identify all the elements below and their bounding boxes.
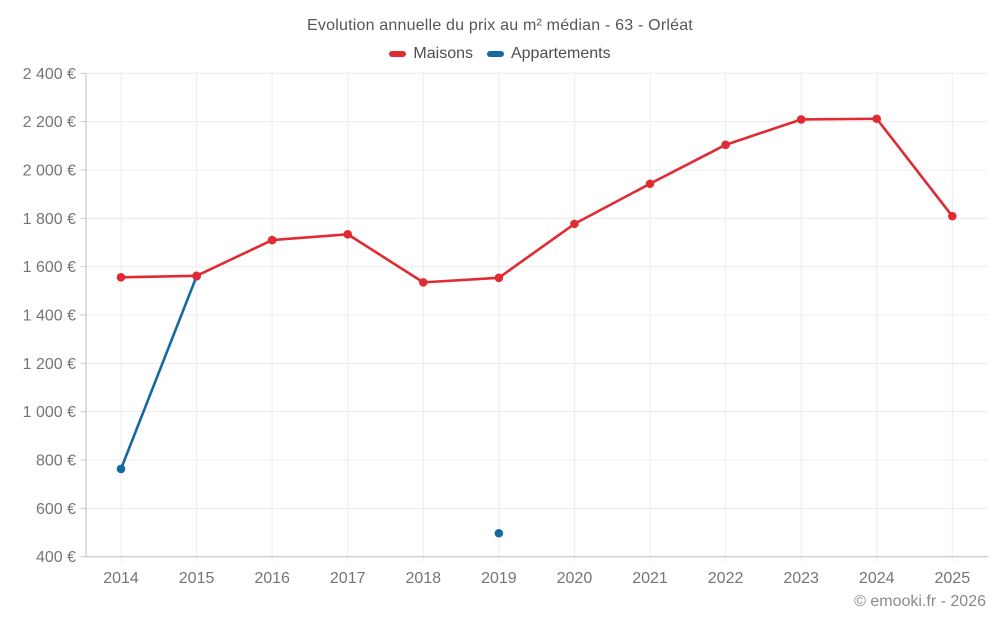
data-point-maisons-2021 xyxy=(645,179,655,189)
data-point-appartements-2019 xyxy=(494,528,504,538)
data-point-appartements-2014 xyxy=(116,464,126,474)
x-axis-label: 2024 xyxy=(859,570,895,587)
footer-credit: © emooki.fr - 2026 xyxy=(854,593,986,610)
data-point-maisons-2020 xyxy=(570,219,579,229)
x-axis-label: 2016 xyxy=(254,570,290,587)
x-axis-label: 2023 xyxy=(783,570,819,587)
y-axis-label: 1 000 € xyxy=(23,404,76,421)
appartements-series-swatch-icon xyxy=(486,51,504,57)
chart-title: Evolution annuelle du prix au m² médian … xyxy=(307,17,693,34)
x-axis-label: 2017 xyxy=(330,570,366,587)
legend-label-appartements: Appartements xyxy=(510,45,611,62)
series-line-appartements xyxy=(119,275,198,471)
y-axis-label: 2 200 € xyxy=(23,114,76,131)
x-axis-label: 2015 xyxy=(179,570,215,587)
data-point-maisons-2014 xyxy=(116,272,126,282)
x-axis-label: 2021 xyxy=(632,570,668,587)
legend: Maisons Appartements xyxy=(0,45,1000,63)
y-axis-label: 2 000 € xyxy=(23,162,76,179)
x-axis-label: 2014 xyxy=(103,570,139,587)
data-point-maisons-2022 xyxy=(721,140,730,150)
data-point-maisons-2019 xyxy=(494,273,504,283)
y-axis-label: 1 200 € xyxy=(23,356,76,373)
y-axis-label: 600 € xyxy=(36,501,76,518)
data-point-maisons-2018 xyxy=(418,278,428,287)
legend-item-maisons[interactable]: Maisons xyxy=(389,45,473,63)
data-point-maisons-2025 xyxy=(948,211,957,221)
data-point-maisons-2016 xyxy=(267,235,277,245)
x-axis-label: 2019 xyxy=(481,570,517,587)
x-axis-label: 2020 xyxy=(557,570,593,587)
y-axis-label: 800 € xyxy=(36,453,76,470)
data-point-maisons-2024 xyxy=(872,114,882,124)
series-line-maisons xyxy=(119,117,954,284)
x-axis-label: 2018 xyxy=(405,570,441,587)
x-axis-label: 2025 xyxy=(935,570,971,587)
legend-item-appartements[interactable]: Appartements xyxy=(486,45,611,63)
y-axis-label: 400 € xyxy=(36,549,76,566)
maisons-series-swatch-icon xyxy=(389,51,407,57)
legend-label-maisons: Maisons xyxy=(413,45,473,62)
data-point-maisons-2017 xyxy=(343,229,353,239)
x-axis-label: 2022 xyxy=(708,570,744,587)
y-axis-label: 1 600 € xyxy=(23,259,76,276)
data-point-maisons-2023 xyxy=(796,115,806,124)
y-axis-label: 1 800 € xyxy=(23,211,76,228)
y-axis-label: 1 400 € xyxy=(23,308,76,325)
data-point-maisons-2015 xyxy=(192,271,201,281)
y-axis-label: 2 400 € xyxy=(23,66,76,83)
